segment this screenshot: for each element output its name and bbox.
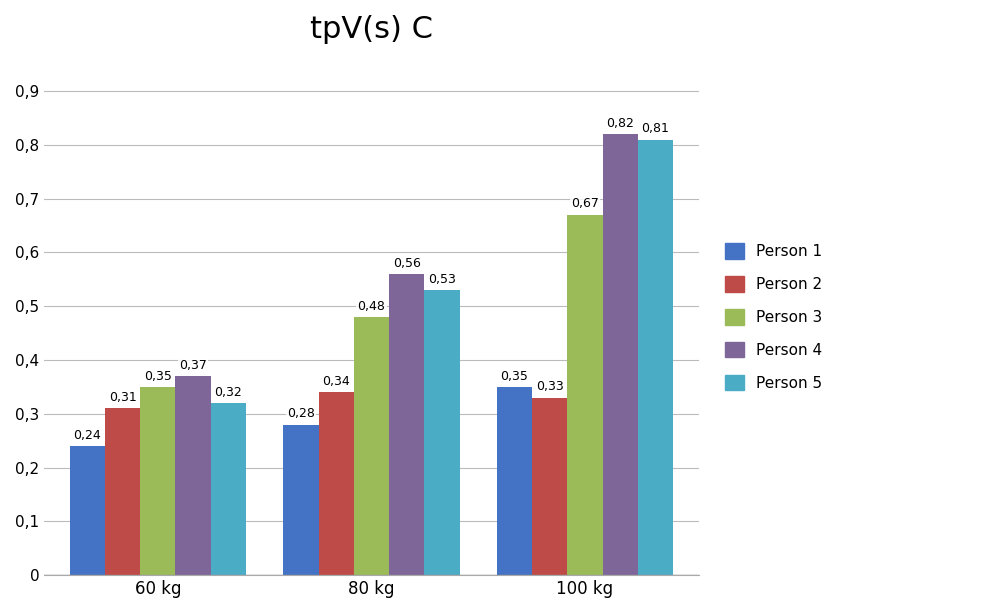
Text: 0,35: 0,35 <box>144 370 172 383</box>
Bar <box>425 290 460 575</box>
Text: 0,28: 0,28 <box>287 407 315 421</box>
Bar <box>318 392 354 575</box>
Text: 0,31: 0,31 <box>109 391 137 404</box>
Text: 0,35: 0,35 <box>500 370 529 383</box>
Text: 0,32: 0,32 <box>214 386 242 398</box>
Bar <box>603 134 638 575</box>
Text: 0,33: 0,33 <box>536 380 563 394</box>
Bar <box>389 274 425 575</box>
Text: 0,56: 0,56 <box>393 257 421 270</box>
Text: 0,24: 0,24 <box>74 428 101 442</box>
Text: 0,67: 0,67 <box>571 197 599 210</box>
Text: 0,34: 0,34 <box>322 375 350 388</box>
Text: 0,48: 0,48 <box>358 300 385 313</box>
Text: 0,53: 0,53 <box>428 273 456 286</box>
Text: 0,82: 0,82 <box>607 117 634 130</box>
Bar <box>283 425 318 575</box>
Bar <box>210 403 246 575</box>
Title: tpV(s) C: tpV(s) C <box>310 15 433 44</box>
Legend: Person 1, Person 2, Person 3, Person 4, Person 5: Person 1, Person 2, Person 3, Person 4, … <box>713 231 835 403</box>
Bar <box>497 387 532 575</box>
Bar <box>567 215 603 575</box>
Bar <box>70 446 105 575</box>
Bar <box>176 376 210 575</box>
Bar <box>141 387 176 575</box>
Text: 0,81: 0,81 <box>642 122 669 135</box>
Bar <box>354 317 389 575</box>
Bar <box>638 140 673 575</box>
Bar <box>105 408 141 575</box>
Text: 0,37: 0,37 <box>179 359 207 372</box>
Bar <box>532 398 567 575</box>
